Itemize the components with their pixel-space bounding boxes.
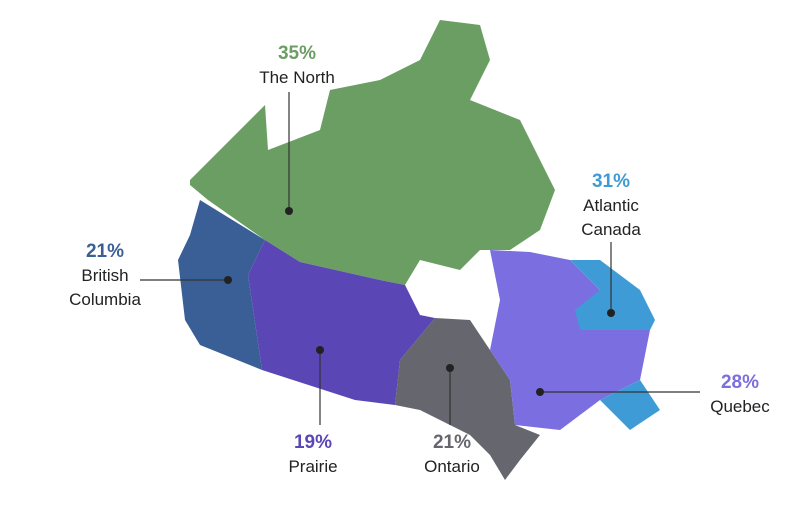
region-shape: [248, 240, 435, 405]
region-share: 19%: [293, 432, 333, 453]
region-share: 21%: [432, 432, 472, 453]
region-name: Atlantic Canada: [581, 196, 641, 239]
region-shape: [490, 250, 650, 430]
leader-dot: [316, 346, 324, 354]
region-name: British Columbia: [69, 266, 141, 309]
region-share: 28%: [720, 372, 760, 393]
region-name: Ontario: [424, 457, 480, 476]
leader-dot: [536, 388, 544, 396]
region-shape: [395, 318, 540, 480]
region-shape: [190, 20, 555, 285]
leader-dot: [607, 309, 615, 317]
region-name: Quebec: [710, 397, 770, 416]
region-label: 19% Prairie: [243, 431, 383, 479]
region-shape: [570, 260, 655, 330]
region-label: 21% Ontario: [382, 431, 522, 479]
leader-dot: [446, 364, 454, 372]
region-label: 21% British Columbia: [35, 240, 175, 312]
region-name: Prairie: [288, 457, 338, 476]
region-name: The North: [259, 68, 335, 87]
region-label: 28% Quebec: [670, 371, 800, 419]
region-share: 35%: [277, 43, 317, 64]
region-label: 31% Atlantic Canada: [541, 170, 681, 242]
region-label: 35% The North: [227, 42, 367, 90]
region-share: 21%: [85, 241, 125, 262]
region-shape: [178, 200, 265, 370]
leader-dot: [224, 276, 232, 284]
leader-dot: [285, 207, 293, 215]
region-share: 31%: [591, 171, 631, 192]
